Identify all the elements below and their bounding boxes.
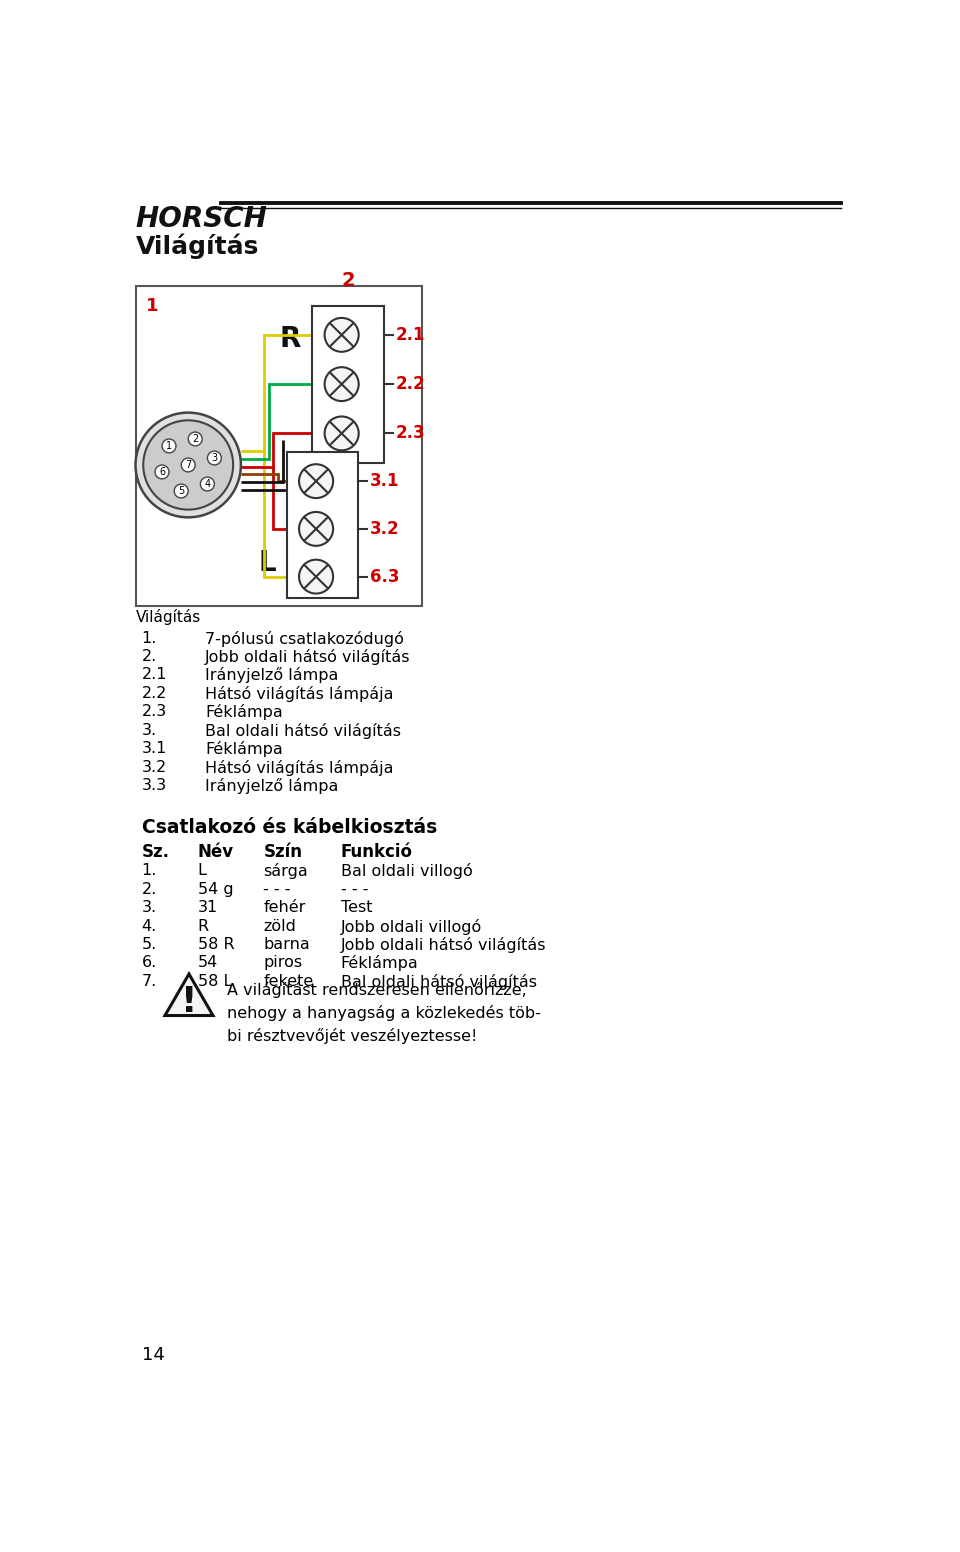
Circle shape bbox=[324, 368, 359, 400]
Text: 2.2: 2.2 bbox=[396, 376, 425, 393]
Text: Jobb oldali villogó: Jobb oldali villogó bbox=[341, 919, 482, 934]
Text: Bal oldali hátsó világítás: Bal oldali hátsó világítás bbox=[205, 723, 401, 739]
Circle shape bbox=[201, 476, 214, 490]
Circle shape bbox=[155, 466, 169, 480]
Text: 2: 2 bbox=[192, 435, 199, 444]
Text: HORSCH: HORSCH bbox=[135, 205, 268, 233]
Text: Bal oldali villogó: Bal oldali villogó bbox=[341, 863, 472, 878]
Text: A világítást rendszeresen ellenőrizze,
nehogy a hanyagság a közlekedés töb-
bi r: A világítást rendszeresen ellenőrizze, n… bbox=[227, 982, 540, 1044]
Text: Világítás: Világítás bbox=[135, 234, 259, 259]
Circle shape bbox=[207, 452, 222, 466]
Text: zöld: zöld bbox=[263, 919, 297, 933]
Text: 7-pólusú csatlakozódugó: 7-pólusú csatlakozódugó bbox=[205, 630, 404, 647]
Text: 7: 7 bbox=[185, 459, 191, 470]
Text: R: R bbox=[280, 324, 301, 352]
Text: L: L bbox=[198, 863, 206, 878]
Text: 5.: 5. bbox=[142, 937, 156, 951]
Text: 4: 4 bbox=[204, 480, 210, 489]
Text: 58 R: 58 R bbox=[198, 937, 234, 951]
Text: Bal oldali hátsó világítás: Bal oldali hátsó világítás bbox=[341, 975, 537, 990]
Text: 2.: 2. bbox=[142, 649, 156, 664]
Text: 2.1: 2.1 bbox=[142, 667, 167, 683]
Text: 5: 5 bbox=[178, 486, 184, 497]
Text: 31: 31 bbox=[198, 900, 218, 916]
Circle shape bbox=[188, 431, 203, 445]
Text: 3.2: 3.2 bbox=[371, 520, 400, 539]
Text: - - -: - - - bbox=[263, 882, 291, 897]
Text: R: R bbox=[198, 919, 208, 933]
Text: Féklámpa: Féklámpa bbox=[205, 742, 283, 757]
Text: 1: 1 bbox=[146, 296, 158, 315]
Text: barna: barna bbox=[263, 937, 310, 951]
Text: fehér: fehér bbox=[263, 900, 305, 916]
Bar bbox=[287, 452, 358, 598]
Text: Féklámpa: Féklámpa bbox=[341, 956, 419, 972]
Text: 3: 3 bbox=[316, 417, 329, 436]
Text: 1.: 1. bbox=[142, 630, 157, 646]
Text: Test: Test bbox=[341, 900, 372, 916]
Text: Sz.: Sz. bbox=[142, 843, 170, 861]
Text: Világítás: Világítás bbox=[135, 608, 201, 625]
Text: Jobb oldali hátsó világítás: Jobb oldali hátsó világítás bbox=[341, 937, 546, 953]
Text: 3.1: 3.1 bbox=[371, 472, 399, 490]
Text: piros: piros bbox=[263, 956, 302, 970]
Text: sárga: sárga bbox=[263, 863, 308, 878]
Text: L: L bbox=[258, 548, 276, 577]
Bar bbox=[312, 306, 383, 464]
Bar bbox=[135, 286, 422, 605]
Text: 3.: 3. bbox=[142, 723, 156, 737]
Text: Féklámpa: Féklámpa bbox=[205, 705, 283, 720]
Text: fekete: fekete bbox=[263, 975, 314, 989]
Circle shape bbox=[143, 421, 233, 509]
Text: 4.: 4. bbox=[142, 919, 156, 933]
Circle shape bbox=[174, 484, 188, 498]
Text: Szín: Szín bbox=[263, 843, 302, 861]
Text: Irányjelző lámpa: Irányjelző lámpa bbox=[205, 667, 339, 683]
Text: 6.: 6. bbox=[142, 956, 156, 970]
Text: Hátsó világítás lámpája: Hátsó világítás lámpája bbox=[205, 760, 394, 776]
Text: 54 g: 54 g bbox=[198, 882, 233, 897]
Text: !: ! bbox=[180, 986, 197, 1020]
Circle shape bbox=[181, 458, 195, 472]
Circle shape bbox=[135, 413, 241, 517]
Text: 3.2: 3.2 bbox=[142, 760, 167, 774]
Circle shape bbox=[324, 416, 359, 450]
Text: 2: 2 bbox=[341, 272, 354, 290]
Text: 2.3: 2.3 bbox=[396, 424, 425, 442]
Text: 3.: 3. bbox=[142, 900, 156, 916]
Text: 2.2: 2.2 bbox=[142, 686, 167, 702]
Text: 7.: 7. bbox=[142, 975, 156, 989]
Circle shape bbox=[299, 512, 333, 546]
Circle shape bbox=[299, 560, 333, 593]
Text: Jobb oldali hátsó világítás: Jobb oldali hátsó világítás bbox=[205, 649, 411, 664]
Text: 14: 14 bbox=[142, 1346, 164, 1364]
Text: 1: 1 bbox=[166, 441, 172, 452]
Polygon shape bbox=[165, 975, 213, 1015]
Text: 3: 3 bbox=[211, 453, 218, 462]
Text: 6.3: 6.3 bbox=[371, 568, 399, 585]
Text: Irányjelző lámpa: Irányjelző lámpa bbox=[205, 779, 339, 795]
Text: 2.: 2. bbox=[142, 882, 156, 897]
Text: Hátsó világítás lámpája: Hátsó világítás lámpája bbox=[205, 686, 394, 702]
Text: 6: 6 bbox=[159, 467, 165, 476]
Text: Funkció: Funkció bbox=[341, 843, 413, 861]
Text: 1.: 1. bbox=[142, 863, 157, 878]
Text: 2.1: 2.1 bbox=[396, 326, 425, 345]
Text: - - -: - - - bbox=[341, 882, 369, 897]
Text: 54: 54 bbox=[198, 956, 218, 970]
Circle shape bbox=[299, 464, 333, 498]
Text: 58 L: 58 L bbox=[198, 975, 232, 989]
Text: 3.3: 3.3 bbox=[142, 779, 167, 793]
Text: Csatlakozó és kábelkiosztás: Csatlakozó és kábelkiosztás bbox=[142, 818, 437, 838]
Text: 2.3: 2.3 bbox=[142, 705, 167, 720]
Text: 3.1: 3.1 bbox=[142, 742, 167, 756]
Circle shape bbox=[162, 439, 176, 453]
Circle shape bbox=[324, 318, 359, 352]
Text: Név: Név bbox=[198, 843, 233, 861]
